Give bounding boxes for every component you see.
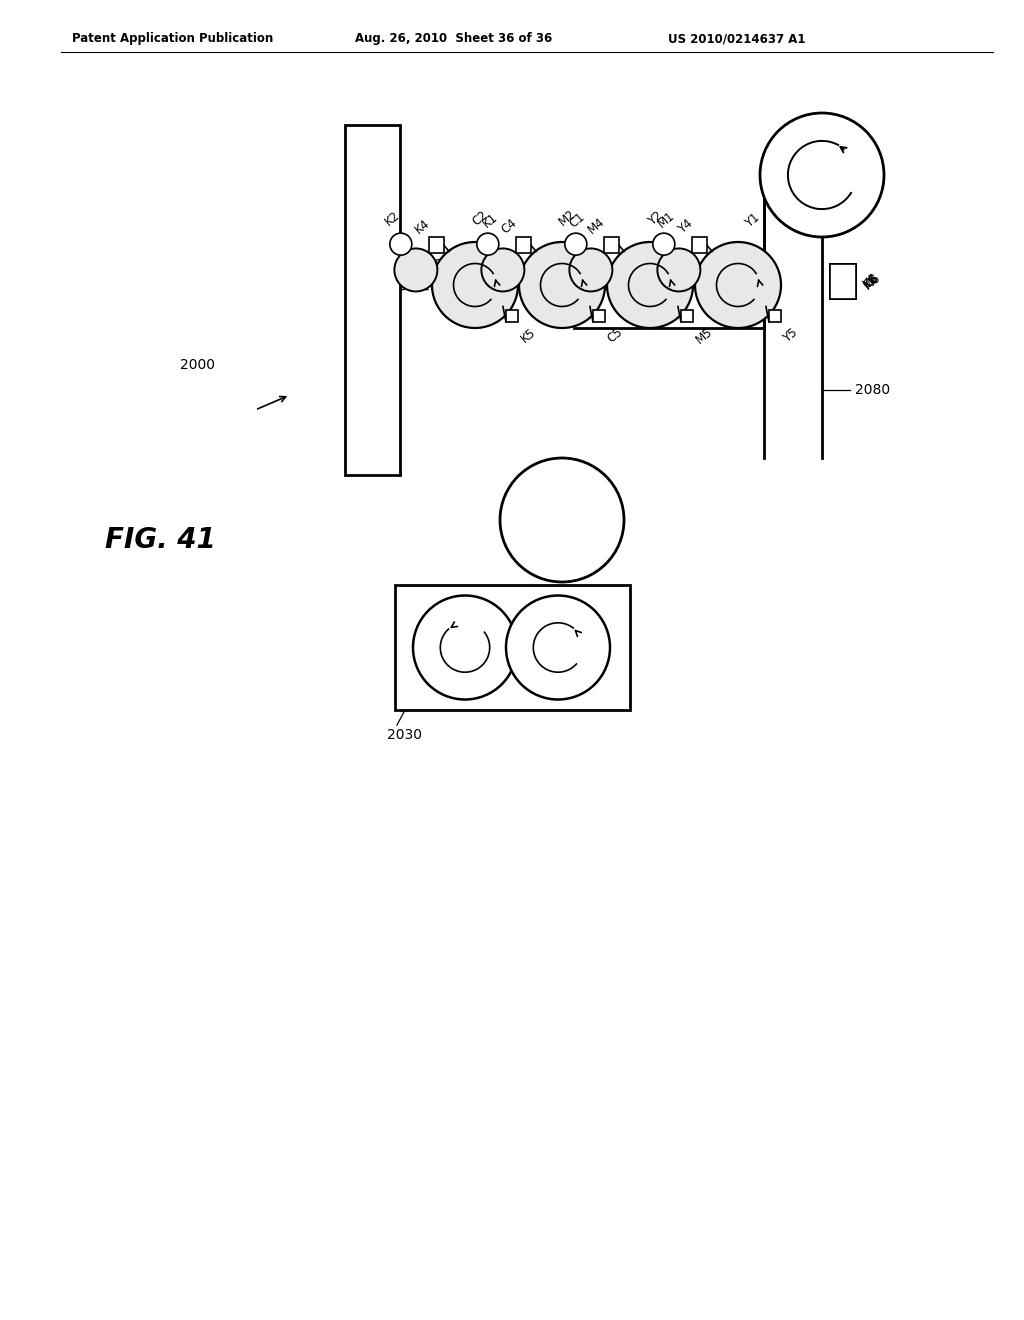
Text: K6: K6 (861, 272, 881, 292)
Circle shape (413, 595, 517, 700)
Text: Patent Application Publication: Patent Application Publication (72, 32, 273, 45)
Circle shape (695, 242, 781, 327)
Text: C1: C1 (567, 210, 588, 230)
Text: K1: K1 (480, 210, 500, 230)
Circle shape (519, 242, 605, 327)
Text: C2: C2 (470, 209, 490, 228)
Polygon shape (769, 310, 781, 322)
Polygon shape (429, 238, 443, 253)
Polygon shape (593, 310, 605, 322)
Circle shape (477, 234, 499, 255)
Text: FIG. 41: FIG. 41 (105, 525, 216, 554)
Circle shape (481, 248, 524, 292)
Text: M1: M1 (655, 209, 677, 230)
Circle shape (657, 248, 700, 292)
Text: C5: C5 (605, 326, 626, 346)
Text: 2010: 2010 (425, 257, 460, 272)
Bar (830, 264, 856, 300)
Text: US 2010/0214637 A1: US 2010/0214637 A1 (668, 32, 806, 45)
Bar (830, 264, 856, 300)
Polygon shape (516, 238, 530, 253)
Bar (830, 264, 856, 300)
Bar (830, 264, 856, 300)
Circle shape (432, 242, 518, 327)
Circle shape (565, 234, 587, 255)
Text: 2000: 2000 (180, 358, 215, 372)
Text: M5: M5 (693, 326, 715, 347)
Text: Aug. 26, 2010  Sheet 36 of 36: Aug. 26, 2010 Sheet 36 of 36 (355, 32, 552, 45)
Bar (345, 125, 400, 475)
Polygon shape (506, 310, 518, 322)
Text: C4: C4 (499, 215, 519, 236)
Circle shape (394, 248, 437, 292)
Text: K2: K2 (383, 209, 402, 228)
Circle shape (506, 595, 610, 700)
Text: M4: M4 (585, 215, 607, 236)
Polygon shape (692, 238, 707, 253)
Text: K5: K5 (518, 326, 538, 345)
Polygon shape (681, 310, 693, 322)
Text: 2080: 2080 (855, 383, 890, 397)
Circle shape (653, 234, 675, 255)
Text: M6: M6 (861, 271, 883, 292)
Text: Y5: Y5 (781, 326, 801, 345)
Text: C6: C6 (861, 272, 882, 292)
Circle shape (760, 114, 884, 238)
Circle shape (569, 248, 612, 292)
Circle shape (390, 234, 412, 255)
Text: Y2: Y2 (646, 209, 666, 228)
Bar (395, 585, 630, 710)
Text: Y4: Y4 (676, 216, 695, 236)
Circle shape (607, 242, 693, 327)
Text: M2: M2 (557, 207, 579, 228)
Text: 2030: 2030 (387, 729, 422, 742)
Text: K4: K4 (412, 216, 432, 236)
Text: Y6: Y6 (861, 272, 881, 292)
Text: Y1: Y1 (743, 211, 763, 230)
Circle shape (500, 458, 624, 582)
Polygon shape (604, 238, 618, 253)
